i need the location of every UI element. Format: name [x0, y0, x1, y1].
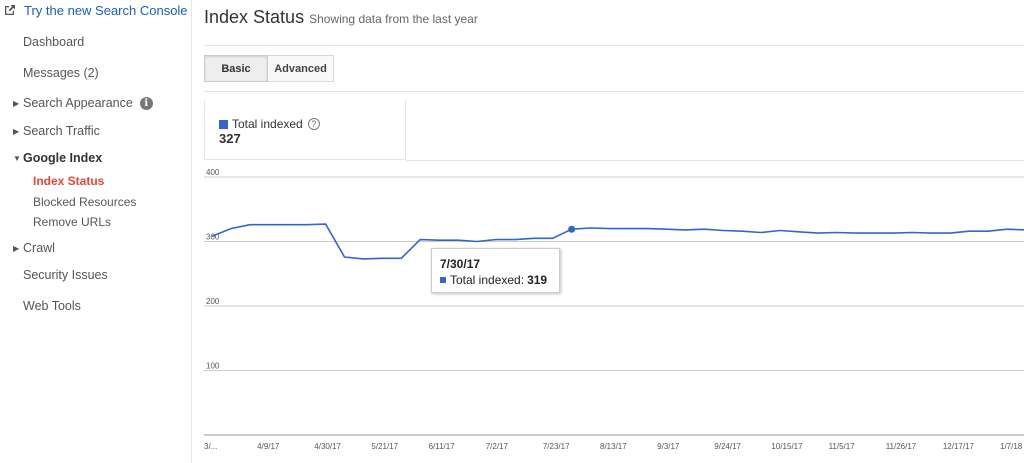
sidebar-item-label: Dashboard: [23, 35, 85, 49]
sidebar-item-search-appearance[interactable]: ▶ Search Appearance i: [13, 96, 153, 110]
x-tick-label: 4/30/17: [314, 442, 341, 451]
divider: [204, 45, 1024, 46]
x-tick-label: 10/15/17: [771, 442, 803, 451]
sidebar-item-label: Crawl: [23, 241, 55, 255]
caret-right-icon: ▶: [13, 243, 20, 253]
total-indexed-card: Total indexed ? 327: [204, 100, 406, 160]
sidebar-item-label: Google Index: [23, 151, 103, 165]
tab-advanced[interactable]: Advanced: [268, 55, 334, 82]
total-indexed-value: 327: [219, 131, 241, 146]
x-tick-label: 7/23/17: [543, 442, 570, 451]
tooltip-row: Total indexed: 319: [440, 273, 547, 287]
y-tick-label: 300: [206, 233, 220, 242]
sidebar: Try the new Search Console Dashboard Mes…: [0, 0, 192, 463]
sidebar-item-label: Search Traffic: [23, 124, 100, 138]
x-tick-label: 3/...: [204, 442, 217, 451]
x-tick-label: 4/9/17: [257, 442, 280, 451]
sidebar-item-google-index[interactable]: ▼ Google Index: [13, 151, 103, 165]
sidebar-item-crawl[interactable]: ▶ Crawl: [13, 241, 55, 255]
promo-label: Try the new Search Console: [24, 2, 188, 18]
x-tick-label: 8/13/17: [600, 442, 627, 451]
tooltip-date: 7/30/17: [440, 257, 481, 271]
sidebar-item-label: Web Tools: [23, 299, 81, 313]
sidebar-subitem-remove-urls[interactable]: Remove URLs: [33, 215, 112, 229]
y-tick-label: 100: [206, 362, 220, 371]
x-tick-label: 9/3/17: [657, 442, 680, 451]
total-indexed-label: Total indexed: [232, 117, 303, 131]
x-tick-label: 11/5/17: [829, 442, 856, 451]
caret-right-icon: ▶: [13, 126, 20, 136]
highlight-point[interactable]: [568, 225, 576, 233]
sidebar-subitem-index-status[interactable]: Index Status: [33, 174, 105, 188]
tooltip-label: Total indexed:: [450, 273, 525, 287]
sidebar-item-security-issues[interactable]: Security Issues: [23, 268, 108, 282]
series-line-total-indexed: [211, 223, 1024, 260]
x-tick-label: 6/11/17: [429, 442, 456, 451]
sidebar-item-dashboard[interactable]: Dashboard: [23, 35, 84, 49]
x-tick-label: 11/26/17: [886, 442, 917, 451]
x-tick-label: 7/2/17: [486, 442, 509, 451]
page-header: Index Status Showing data from the last …: [204, 7, 478, 28]
sidebar-item-label: Search Appearance: [23, 96, 133, 110]
chart-tooltip: 7/30/17 Total indexed: 319: [431, 248, 560, 293]
x-tick-label: 1/7/18: [1000, 442, 1023, 451]
help-icon[interactable]: ?: [307, 118, 320, 130]
divider: [406, 160, 1024, 161]
main-content: Index Status Showing data from the last …: [193, 0, 1024, 463]
series-color-swatch: [440, 277, 446, 283]
x-tick-label: 5/21/17: [371, 442, 398, 451]
sidebar-item-label: Messages (2): [23, 66, 99, 80]
tab-basic[interactable]: Basic: [204, 55, 268, 82]
series-color-swatch: [219, 119, 228, 129]
sidebar-item-messages[interactable]: Messages (2): [23, 66, 99, 80]
caret-right-icon: ▶: [13, 98, 20, 108]
tooltip-value: 319: [527, 273, 548, 287]
try-new-search-console-link[interactable]: Try the new Search Console: [4, 2, 188, 18]
external-link-icon: [5, 5, 15, 15]
divider: [204, 91, 1024, 92]
info-icon[interactable]: i: [139, 96, 153, 110]
sidebar-item-web-tools[interactable]: Web Tools: [23, 299, 81, 313]
sidebar-item-search-traffic[interactable]: ▶ Search Traffic: [13, 124, 100, 138]
sidebar-item-label: Security Issues: [23, 268, 108, 282]
sidebar-subitem-blocked-resources[interactable]: Blocked Resources: [33, 195, 137, 209]
caret-down-icon: ▼: [13, 153, 21, 163]
y-tick-label: 400: [206, 168, 220, 177]
x-tick-label: 12/17/17: [943, 442, 975, 451]
y-tick-label: 200: [206, 297, 220, 306]
x-tick-label: 9/24/17: [714, 442, 741, 451]
page-title: Index Status: [204, 7, 305, 27]
page-subtitle: Showing data from the last year: [309, 12, 478, 26]
index-status-chart[interactable]: 100 200 300 400 3/... 4/9/17 4/30/17 5/21/17 6/1…: [193, 165, 1024, 463]
view-toggle: Basic Advanced: [204, 55, 334, 82]
total-indexed-legend: Total indexed ?: [219, 117, 320, 131]
